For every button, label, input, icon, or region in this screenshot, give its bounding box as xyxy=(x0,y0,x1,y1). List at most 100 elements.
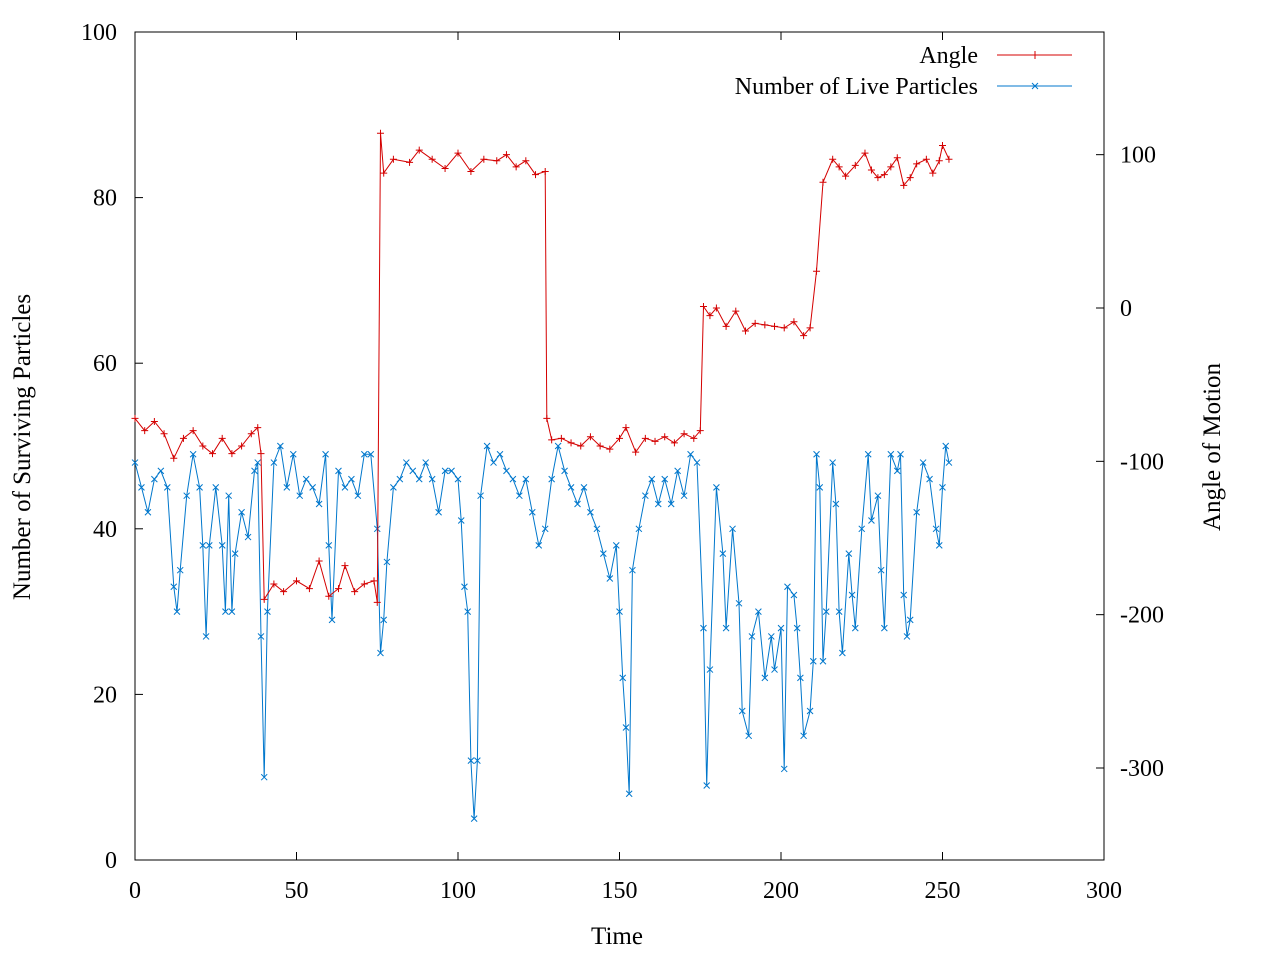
data-point-number-of-live-particles xyxy=(858,525,866,533)
data-point-number-of-live-particles xyxy=(848,591,856,599)
y-tick-label: 60 xyxy=(93,351,117,377)
data-point-angle xyxy=(454,149,462,157)
legend-label-angle: Angle xyxy=(919,43,978,69)
data-point-angle xyxy=(254,424,262,432)
data-point-number-of-live-particles xyxy=(874,492,882,500)
data-point-number-of-live-particles xyxy=(348,475,355,483)
data-point-number-of-live-particles xyxy=(700,624,707,632)
data-point-number-of-live-particles xyxy=(706,666,714,673)
legend: Angle Number of Live Particles xyxy=(735,43,1072,100)
data-point-number-of-live-particles xyxy=(945,459,953,466)
data-point-number-of-live-particles xyxy=(797,674,804,682)
data-point-angle xyxy=(141,427,149,435)
data-point-number-of-live-particles xyxy=(900,591,908,599)
data-point-angle xyxy=(341,562,349,570)
data-point-angle xyxy=(376,129,384,137)
data-point-number-of-live-particles xyxy=(926,475,933,483)
x-tick-label: 150 xyxy=(602,878,638,904)
data-point-number-of-live-particles xyxy=(893,467,901,475)
data-point-angle xyxy=(893,154,901,162)
data-point-number-of-live-particles xyxy=(335,467,342,475)
y-axis-label: Number of Surviving Particles xyxy=(9,294,36,600)
data-point-number-of-live-particles xyxy=(467,757,475,764)
data-point-number-of-live-particles xyxy=(131,459,139,466)
data-point-number-of-live-particles xyxy=(713,484,720,491)
data-point-number-of-live-particles xyxy=(616,608,623,615)
data-point-angle xyxy=(315,557,323,565)
data-point-number-of-live-particles xyxy=(422,459,430,466)
y2-tick-label: -200 xyxy=(1120,603,1164,629)
data-point-number-of-live-particles xyxy=(641,492,649,500)
data-point-angle xyxy=(641,434,649,442)
y2-tick-label: -300 xyxy=(1120,756,1164,782)
data-point-angle xyxy=(819,178,827,186)
data-point-angle xyxy=(935,157,943,165)
data-point-number-of-live-particles xyxy=(296,492,304,500)
data-point-number-of-live-particles xyxy=(528,508,536,516)
data-point-number-of-live-particles xyxy=(793,624,801,632)
data-point-angle xyxy=(548,436,556,444)
data-point-angle xyxy=(690,434,698,442)
data-point-angle xyxy=(293,577,300,585)
data-point-number-of-live-particles xyxy=(144,508,152,516)
x-tick-label: 0 xyxy=(129,878,141,904)
data-point-number-of-live-particles xyxy=(377,649,384,657)
data-point-number-of-live-particles xyxy=(761,674,769,682)
data-point-angle xyxy=(706,312,714,320)
data-point-number-of-live-particles xyxy=(415,475,423,483)
data-point-angle xyxy=(606,445,614,453)
data-point-number-of-live-particles xyxy=(170,583,178,591)
data-point-number-of-live-particles xyxy=(816,484,824,491)
y2-tick-label: 0 xyxy=(1120,296,1132,322)
data-point-number-of-live-particles xyxy=(435,508,442,516)
data-point-angle xyxy=(651,437,659,445)
x-tick-label: 200 xyxy=(763,878,799,904)
data-point-number-of-live-particles xyxy=(629,566,636,574)
data-point-number-of-live-particles xyxy=(496,450,504,458)
data-point-number-of-live-particles xyxy=(522,475,530,483)
data-point-number-of-live-particles xyxy=(767,633,775,640)
data-point-number-of-live-particles xyxy=(373,525,381,533)
data-point-angle xyxy=(661,433,669,441)
data-point-number-of-live-particles xyxy=(402,459,410,466)
data-point-number-of-live-particles xyxy=(784,583,791,591)
data-point-number-of-live-particles xyxy=(548,475,556,483)
data-point-number-of-live-particles xyxy=(509,475,517,483)
data-point-number-of-live-particles xyxy=(283,484,291,491)
data-point-number-of-live-particles xyxy=(635,525,643,533)
data-point-number-of-live-particles xyxy=(302,475,310,483)
data-point-number-of-live-particles xyxy=(183,492,191,500)
data-point-angle xyxy=(179,434,187,442)
data-point-number-of-live-particles xyxy=(535,542,543,549)
data-point-number-of-live-particles xyxy=(703,782,711,789)
data-point-angle xyxy=(532,171,540,179)
data-point-angle xyxy=(586,433,594,441)
data-point-angle xyxy=(415,146,423,154)
data-point-angle xyxy=(389,155,397,163)
data-point-number-of-live-particles xyxy=(470,815,478,822)
data-point-number-of-live-particles xyxy=(477,492,484,500)
data-point-number-of-live-particles xyxy=(942,442,950,450)
data-point-angle xyxy=(632,448,640,456)
data-point-number-of-live-particles xyxy=(619,674,627,682)
data-point-number-of-live-particles xyxy=(561,467,568,475)
data-point-angle xyxy=(441,164,449,172)
data-point-number-of-live-particles xyxy=(745,732,753,740)
data-point-angle xyxy=(238,442,246,450)
data-point-number-of-live-particles xyxy=(483,442,491,450)
data-point-number-of-live-particles xyxy=(341,484,349,491)
y-tick-label: 40 xyxy=(93,517,117,543)
data-point-number-of-live-particles xyxy=(845,550,853,557)
data-point-angle xyxy=(160,430,168,438)
data-point-angle xyxy=(557,434,565,442)
data-point-angle xyxy=(257,450,265,458)
data-point-number-of-live-particles xyxy=(735,599,743,607)
data-point-angle xyxy=(790,318,798,326)
data-point-number-of-live-particles xyxy=(599,550,607,557)
data-point-angle xyxy=(939,141,946,149)
data-point-angle xyxy=(751,319,759,327)
data-point-angle xyxy=(373,598,381,606)
data-point-number-of-live-particles xyxy=(163,484,171,491)
data-point-angle xyxy=(131,414,139,422)
data-point-number-of-live-particles xyxy=(574,500,581,508)
